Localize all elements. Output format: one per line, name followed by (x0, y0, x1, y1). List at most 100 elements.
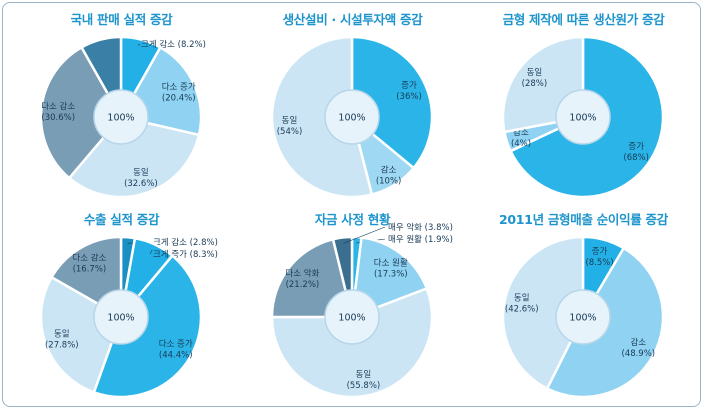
pie-slice (270, 237, 354, 319)
slice-label: 동일 (32.6%) (124, 168, 158, 189)
slice-label: 다소 증가 (44.4%) (159, 339, 193, 360)
slice-value: (55.8%) (347, 381, 381, 391)
chart-panel-exports: 수출 실적 증감 크게 감소 (2.8%) 크게 증가 (8.3%) 다소 증가 (4… (9, 205, 234, 405)
slice-value: (48.9%) (621, 349, 655, 359)
slice-label: 매우 원활 (1.9%) (388, 234, 453, 245)
pie-center (555, 89, 611, 145)
slice-label: 다소 감소 (30.6%) (41, 101, 75, 123)
slice-name: 동일 (54, 330, 70, 340)
slice-value: (16.7%) (73, 264, 107, 274)
pie-center (93, 289, 149, 345)
center-label: 100% (569, 113, 596, 124)
slice-name: 다소 원활 (374, 257, 408, 268)
pie-chart-net-margin: 증가 (8.5%) 감소 (48.9%) 동일 (42.6%) 100% (501, 235, 665, 399)
chart-panel-domestic-sales: 국내 판매 실적 증감 크게 감소 (8.2%) 다소 증가 (20.4%) 동일 (3… (9, 5, 234, 205)
slice-value: (21.2%) (286, 280, 320, 290)
pie-slice (350, 35, 434, 170)
chart-title: 생산설비 · 시설투자액 증감 (282, 12, 423, 27)
pie-slice (67, 115, 201, 199)
leader-line (343, 226, 386, 244)
slice-value: (44.4%) (159, 350, 193, 360)
slice-name: 다소 감소 (41, 101, 75, 112)
pie-chart-funding: 매우 원활 (1.9%) 다소 원활 (17.3%) 동일 (55.8%) 다소 악화 (2… (270, 222, 453, 399)
pie-slice (270, 35, 374, 199)
slice-value: (8.5%) (585, 258, 613, 268)
slice-label: 다소 감소 (16.7%) (72, 252, 106, 274)
slice-label: 동일 (42.6%) (505, 294, 539, 315)
slice-name: 감소 (630, 337, 646, 348)
chart-panel-facility-investment: 생산설비 · 시설투자액 증감 증가 (36%) 감소 (10%) 동일 (54%) 100… (240, 5, 465, 205)
slice-name: 증가 (401, 81, 417, 91)
slice-name: 동일 (514, 294, 530, 304)
slice-value: (17.3%) (374, 269, 408, 279)
slice-value: (32.6%) (124, 179, 158, 189)
pie-chart-exports: 크게 감소 (2.8%)크게 증가 (8.3%) 다소 증가 (44.4%) 동일 (2… (39, 235, 218, 399)
center-label: 100% (569, 313, 596, 324)
pie-center (93, 89, 149, 145)
slice-label: 다소 악화 (21.2%) (285, 268, 319, 290)
slice-name: 증가 (592, 247, 608, 257)
slice-value: (68%) (623, 153, 649, 163)
center-label: 100% (107, 113, 134, 124)
pie-chart-production-cost: 증가 (68%) 감소 (4%) 동일 (28%) 100% (501, 35, 665, 199)
center-label: 100% (338, 113, 365, 124)
slice-label: 다소 원활 (17.3%) (374, 257, 408, 279)
slice-label: 동일 (27.8%) (45, 330, 79, 351)
pie-slice (92, 253, 203, 399)
slice-name: 다소 감소 (72, 252, 106, 263)
slice-label: 동일 (54%) (277, 116, 303, 137)
slice-label: 감소 (4%) (511, 127, 531, 149)
pie-chart-facility-investment: 증가 (36%) 감소 (10%) 동일 (54%) 100% (270, 35, 434, 199)
chart-panel-net-margin: 2011년 금형매출 순이익률 증감 증가 (8.5%) 감소 (48.9%) 동일 (4… (471, 205, 696, 405)
chart-title: 금형 제작에 따른 생산원가 증감 (502, 12, 665, 27)
slice-value: (28%) (522, 79, 548, 89)
chart-panel-production-cost: 금형 제작에 따른 생산원가 증감 증가 (68%) 감소 (4%) 동일 (28%) 10… (471, 5, 696, 205)
slice-name: 동일 (282, 116, 298, 126)
slice-label: 증가 (68%) (623, 142, 649, 163)
pie-chart-domestic-sales: 크게 감소 (8.2%)다소 증가 (20.4%)동일 (32.6%)다소 감소 (3… (39, 35, 206, 199)
slice-name: 다소 증가 (159, 339, 193, 349)
slice-name: 감소 (513, 127, 529, 138)
slice-value: (20.4%) (162, 94, 196, 104)
chart-title: 자금 사정 현황 (314, 212, 391, 227)
slice-name: 다소 증가 (162, 83, 196, 93)
slice-value: (54%) (277, 127, 303, 137)
chart-panel-funding: 자금 사정 현황 매우 원활 (1.9%) 다소 원활 (17.3%) 동일 (55.8… (240, 205, 465, 405)
leader-line (137, 43, 141, 46)
slice-label: 감소 (48.9%) (621, 337, 655, 359)
pie-center (324, 89, 380, 145)
slice-label: 크게 증가 (8.3%) (153, 249, 218, 260)
slice-value: (10%) (376, 177, 402, 187)
slice-label: 매우 악화 (3.8%) (388, 222, 453, 233)
slice-name: 동일 (133, 168, 149, 178)
slice-name: 감소 (381, 165, 397, 176)
slice-value: (42.6%) (505, 305, 539, 315)
slice-value: (30.6%) (41, 113, 75, 123)
slice-value: (36%) (396, 92, 422, 102)
slice-name: 동일 (356, 370, 372, 380)
slice-label: 다소 증가 (20.4%) (162, 83, 196, 104)
slice-value: (27.8%) (45, 341, 79, 351)
slice-label: 증가 (8.5%) (585, 247, 613, 268)
center-label: 100% (338, 313, 365, 324)
chart-title: 수출 실적 증감 (83, 212, 160, 227)
pie-slice (39, 45, 123, 180)
slice-label: 크게 감소 (8.2%) (141, 39, 206, 50)
slice-label: 증가 (36%) (396, 81, 422, 102)
pie-center (555, 289, 611, 345)
slice-label: 동일 (28%) (522, 68, 548, 89)
slice-name: 증가 (628, 142, 644, 152)
slice-value: (4%) (511, 139, 531, 149)
leader-line (149, 249, 153, 255)
pie-slice (501, 235, 585, 391)
chart-title: 국내 판매 실적 증감 (70, 12, 173, 27)
pie-center (324, 289, 380, 345)
slice-label: 크게 감소 (2.8%) (153, 237, 218, 248)
center-label: 100% (107, 313, 134, 324)
slice-label: 동일 (55.8%) (347, 370, 381, 391)
slice-name: 다소 악화 (285, 268, 319, 279)
chart-title: 2011년 금형매출 순이익률 증감 (499, 212, 668, 227)
slice-name: 동일 (527, 68, 543, 78)
chart-frame: 국내 판매 실적 증감 크게 감소 (8.2%) 다소 증가 (20.4%) 동일 (3… (2, 2, 701, 407)
slice-label: 감소 (10%) (376, 165, 402, 187)
